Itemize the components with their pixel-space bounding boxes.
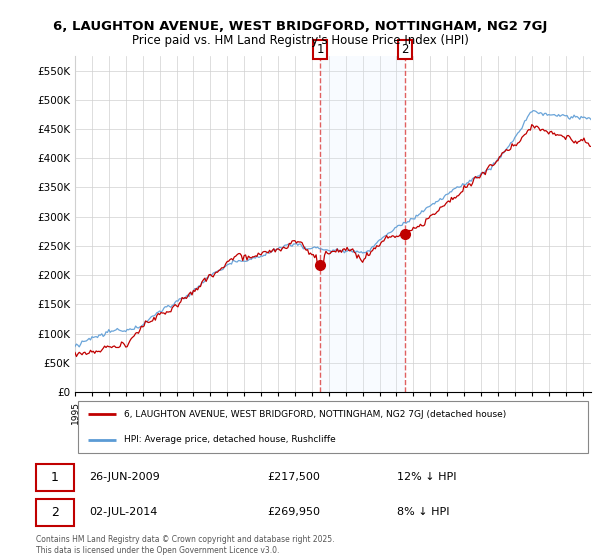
Text: 2: 2	[51, 506, 59, 519]
Text: 6, LAUGHTON AVENUE, WEST BRIDGFORD, NOTTINGHAM, NG2 7GJ: 6, LAUGHTON AVENUE, WEST BRIDGFORD, NOTT…	[53, 20, 547, 32]
Text: 26-JUN-2009: 26-JUN-2009	[89, 472, 160, 482]
Text: Contains HM Land Registry data © Crown copyright and database right 2025.
This d: Contains HM Land Registry data © Crown c…	[35, 535, 334, 555]
Text: 12% ↓ HPI: 12% ↓ HPI	[397, 472, 456, 482]
FancyBboxPatch shape	[35, 464, 74, 491]
Text: 6, LAUGHTON AVENUE, WEST BRIDGFORD, NOTTINGHAM, NG2 7GJ (detached house): 6, LAUGHTON AVENUE, WEST BRIDGFORD, NOTT…	[124, 409, 506, 418]
Text: 1: 1	[316, 43, 324, 56]
Text: 2: 2	[401, 43, 409, 56]
FancyBboxPatch shape	[35, 499, 74, 526]
Text: 8% ↓ HPI: 8% ↓ HPI	[397, 507, 449, 517]
Bar	[320, 56, 405, 392]
Text: £217,500: £217,500	[267, 472, 320, 482]
Text: Price paid vs. HM Land Registry's House Price Index (HPI): Price paid vs. HM Land Registry's House …	[131, 34, 469, 46]
Text: 1: 1	[51, 470, 59, 484]
Text: £269,950: £269,950	[267, 507, 320, 517]
Text: 02-JUL-2014: 02-JUL-2014	[89, 507, 158, 517]
FancyBboxPatch shape	[77, 400, 589, 454]
Text: HPI: Average price, detached house, Rushcliffe: HPI: Average price, detached house, Rush…	[124, 436, 336, 445]
